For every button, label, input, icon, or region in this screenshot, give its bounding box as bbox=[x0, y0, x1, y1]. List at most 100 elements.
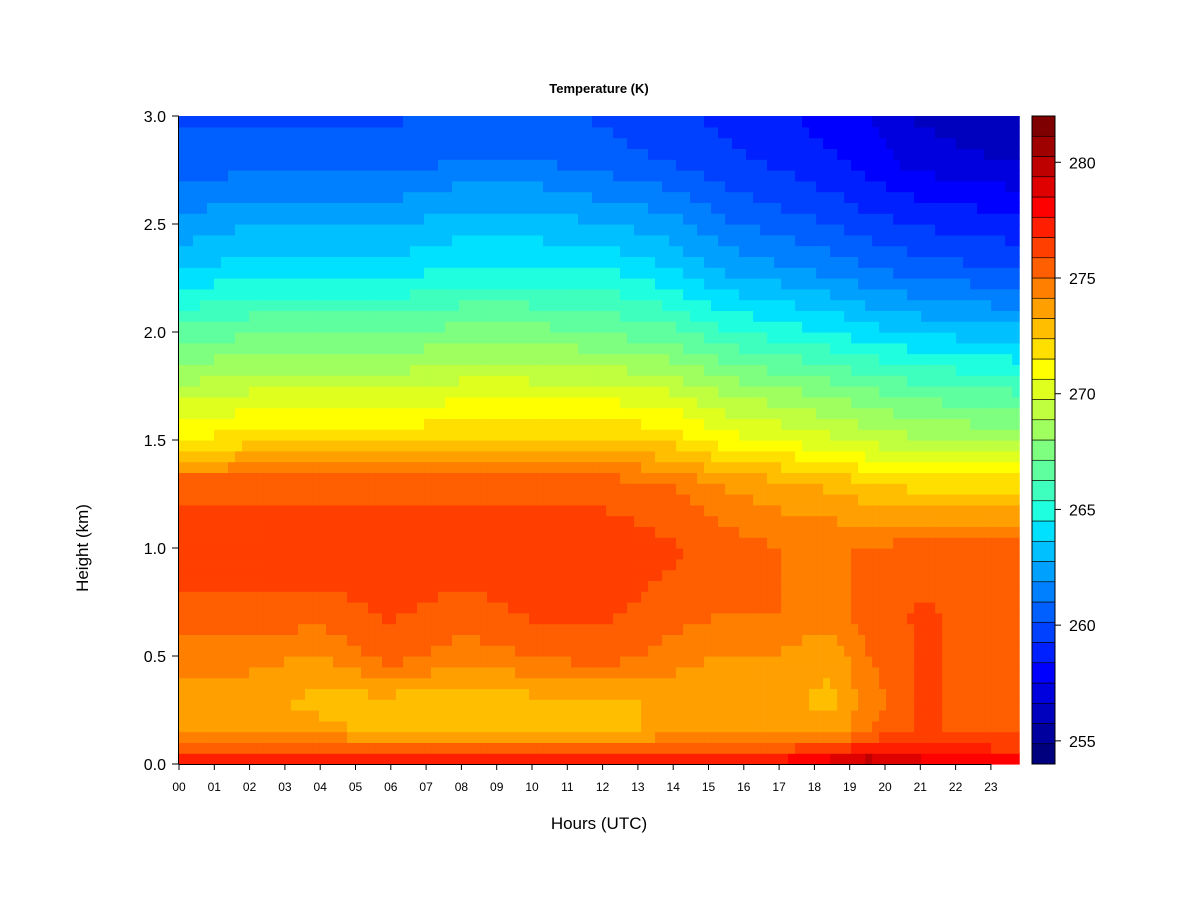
heatmap-cell bbox=[382, 364, 390, 376]
heatmap-cell bbox=[242, 602, 250, 614]
heatmap-cell bbox=[746, 418, 754, 430]
heatmap-cell bbox=[613, 688, 621, 700]
heatmap-cell bbox=[487, 440, 495, 452]
heatmap-cell bbox=[711, 699, 719, 711]
heatmap-cell bbox=[648, 170, 656, 182]
heatmap-cell bbox=[305, 656, 313, 668]
heatmap-cell bbox=[200, 278, 208, 290]
heatmap-cell bbox=[690, 656, 698, 668]
heatmap-cell bbox=[606, 558, 614, 571]
heatmap-cell bbox=[655, 321, 663, 333]
heatmap-cell bbox=[333, 256, 341, 268]
heatmap-cell bbox=[592, 450, 600, 463]
heatmap-cell bbox=[648, 299, 656, 311]
heatmap-cell bbox=[725, 688, 733, 700]
heatmap-cell bbox=[375, 180, 383, 193]
heatmap-cell bbox=[718, 148, 726, 160]
heatmap-cell bbox=[669, 321, 677, 333]
heatmap-cell bbox=[648, 429, 656, 441]
heatmap-cell bbox=[403, 515, 411, 527]
heatmap-cell bbox=[326, 159, 334, 171]
heatmap-cell bbox=[704, 591, 712, 603]
heatmap-cell bbox=[620, 245, 628, 257]
heatmap-cell bbox=[270, 429, 278, 441]
heatmap-cell bbox=[627, 332, 635, 344]
heatmap-cell bbox=[473, 126, 481, 139]
heatmap-cell bbox=[354, 515, 362, 527]
heatmap-cell bbox=[515, 548, 523, 560]
heatmap-cell bbox=[214, 137, 222, 149]
heatmap-cell bbox=[578, 332, 586, 344]
heatmap-cell bbox=[249, 731, 257, 743]
heatmap-cell bbox=[522, 386, 530, 398]
heatmap-cell bbox=[648, 310, 656, 322]
heatmap-cell bbox=[529, 396, 537, 409]
heatmap-cell bbox=[326, 386, 334, 398]
heatmap-cell bbox=[277, 137, 285, 149]
heatmap-cell bbox=[459, 688, 467, 700]
heatmap-cell bbox=[676, 494, 684, 506]
heatmap-cell bbox=[571, 440, 579, 452]
heatmap-cell bbox=[536, 591, 544, 603]
heatmap-cell bbox=[676, 645, 684, 657]
heatmap-cell bbox=[711, 515, 719, 527]
heatmap-cell bbox=[501, 515, 509, 527]
heatmap-cell bbox=[326, 116, 334, 128]
heatmap-cell bbox=[256, 558, 264, 571]
heatmap-cell bbox=[291, 116, 299, 128]
heatmap-cell bbox=[389, 526, 397, 538]
heatmap-cell bbox=[711, 386, 719, 398]
heatmap-cell bbox=[529, 569, 537, 581]
heatmap-cell bbox=[235, 137, 243, 149]
heatmap-cell bbox=[389, 116, 397, 128]
heatmap-cell bbox=[431, 332, 439, 344]
heatmap-cell bbox=[711, 396, 719, 409]
heatmap-cell bbox=[396, 353, 404, 365]
heatmap-cell bbox=[487, 170, 495, 182]
heatmap-cell bbox=[389, 688, 397, 700]
heatmap-cell bbox=[228, 623, 236, 635]
heatmap-cell bbox=[298, 666, 306, 679]
heatmap-cell bbox=[431, 580, 439, 592]
heatmap-cell bbox=[256, 148, 264, 160]
heatmap-cell bbox=[557, 494, 565, 506]
heatmap-cell bbox=[725, 472, 733, 484]
heatmap-cell bbox=[676, 407, 684, 419]
heatmap-cell bbox=[221, 548, 229, 560]
heatmap-cell bbox=[718, 170, 726, 182]
heatmap-cell bbox=[186, 483, 194, 495]
heatmap-cell bbox=[557, 224, 565, 236]
heatmap-cell bbox=[221, 688, 229, 700]
heatmap-cell bbox=[648, 213, 656, 225]
heatmap-cell bbox=[340, 288, 348, 301]
heatmap-cell bbox=[578, 699, 586, 711]
heatmap-cell bbox=[473, 310, 481, 322]
heatmap-cell bbox=[214, 699, 222, 711]
heatmap-cell bbox=[368, 720, 376, 733]
heatmap-cell bbox=[704, 224, 712, 236]
heatmap-cell bbox=[480, 191, 488, 203]
heatmap-cell bbox=[634, 267, 642, 279]
heatmap-cell bbox=[662, 753, 670, 765]
heatmap-cell bbox=[354, 720, 362, 733]
heatmap-cell bbox=[207, 375, 215, 387]
heatmap-cell bbox=[704, 407, 712, 419]
heatmap-cell bbox=[592, 569, 600, 581]
heatmap-cell bbox=[676, 450, 684, 463]
heatmap-cell bbox=[613, 494, 621, 506]
heatmap-cell bbox=[186, 321, 194, 333]
heatmap-cell bbox=[305, 213, 313, 225]
heatmap-cell bbox=[529, 537, 537, 549]
heatmap-cell bbox=[452, 461, 460, 473]
heatmap-cell bbox=[291, 591, 299, 603]
heatmap-cell bbox=[739, 494, 747, 506]
heatmap-cell bbox=[186, 288, 194, 301]
heatmap-cell bbox=[284, 170, 292, 182]
heatmap-cell bbox=[291, 332, 299, 344]
heatmap-cell bbox=[690, 418, 698, 430]
heatmap-cell bbox=[704, 666, 712, 679]
heatmap-cell bbox=[277, 418, 285, 430]
heatmap-cell bbox=[718, 191, 726, 203]
heatmap-cell bbox=[403, 288, 411, 301]
heatmap-cell bbox=[697, 710, 705, 722]
